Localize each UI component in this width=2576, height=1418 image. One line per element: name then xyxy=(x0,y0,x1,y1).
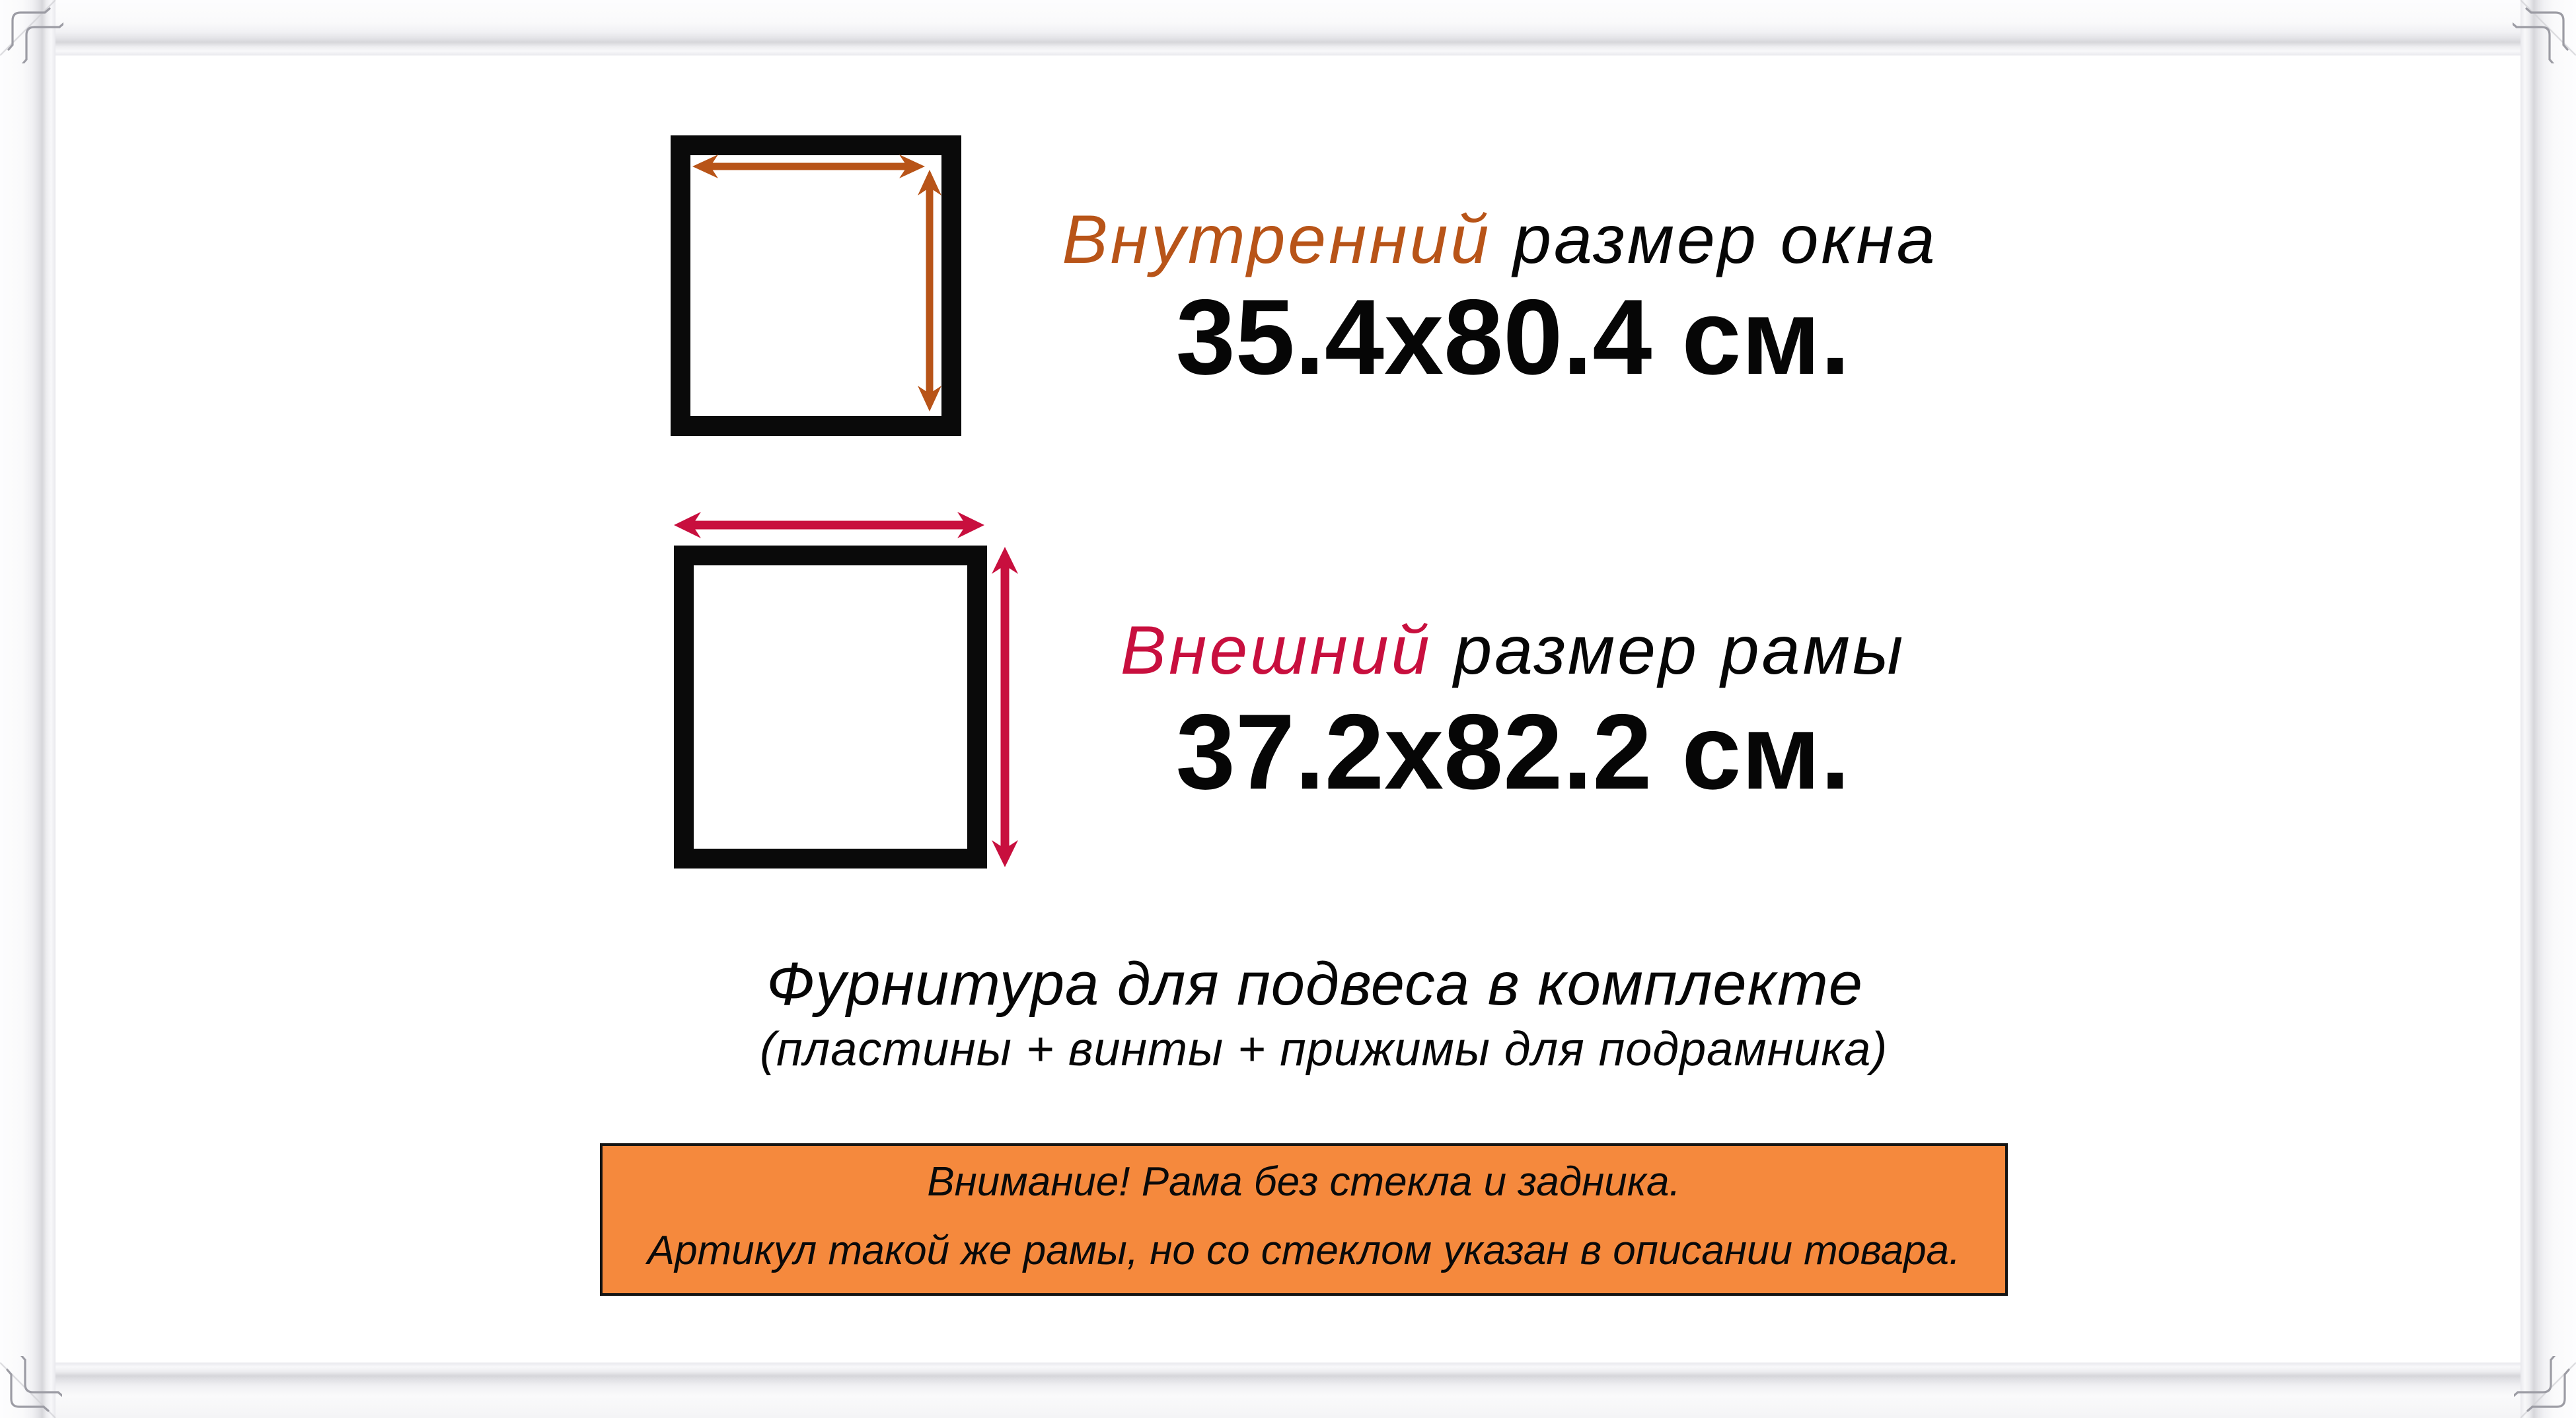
outer-size-arrows xyxy=(674,512,1018,867)
inner-size-diagram-square xyxy=(671,135,961,436)
frame-moulding-left xyxy=(0,0,55,1418)
corner-staples-icon xyxy=(2513,7,2569,63)
frame-moulding-bottom xyxy=(0,1363,2576,1418)
hardware-note-title: Фурнитура для подвеса в комплекте xyxy=(766,950,1863,1018)
width-arrow-icon xyxy=(674,512,984,538)
outer-size-value: 37.2x82.2 см. xyxy=(1175,692,1851,812)
inner-size-label-rest: размер окна xyxy=(1491,201,1938,278)
inner-size-label: Внутренний размер окна xyxy=(991,202,2008,277)
outer-size-label-rest: размер рамы xyxy=(1432,612,1906,689)
inner-size-value: 35.4x80.4 см. xyxy=(1175,277,1851,397)
hardware-note-subtitle: (пластины + винты + прижимы для подрамни… xyxy=(760,1023,1888,1076)
outer-size-label: Внешний размер рамы xyxy=(1004,613,2022,688)
corner-staples-icon xyxy=(7,7,63,63)
corner-staples-icon xyxy=(6,1356,62,1412)
warning-line-1: Внимание! Рама без стекла и задника. xyxy=(927,1159,1681,1205)
frame-moulding-right xyxy=(2521,0,2576,1418)
outer-size-diagram-square xyxy=(674,546,987,869)
height-arrow-icon xyxy=(992,547,1018,867)
outer-size-label-highlight: Внешний xyxy=(1120,612,1432,689)
warning-box: Внимание! Рама без стекла и задника. Арт… xyxy=(600,1143,2008,1296)
width-arrow-icon xyxy=(692,155,925,178)
height-arrow-icon xyxy=(918,170,941,411)
inner-size-arrows xyxy=(692,155,941,411)
inner-size-label-highlight: Внутренний xyxy=(1062,201,1492,278)
frame-moulding-top xyxy=(0,0,2576,55)
warning-line-2: Артикул такой же рамы, но со стеклом ука… xyxy=(647,1228,1961,1273)
corner-staples-icon xyxy=(2514,1356,2570,1412)
